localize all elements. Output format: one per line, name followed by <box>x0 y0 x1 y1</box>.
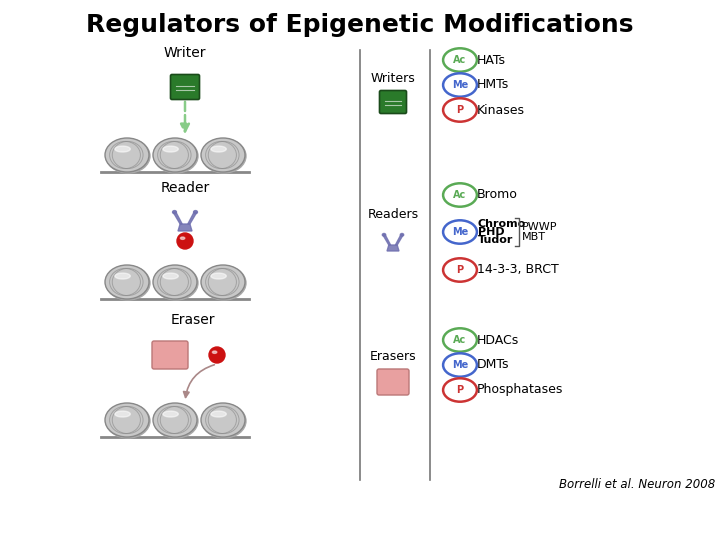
Text: Writers: Writers <box>371 71 415 84</box>
Text: Reader: Reader <box>161 181 210 195</box>
Ellipse shape <box>201 138 245 172</box>
Ellipse shape <box>163 273 179 279</box>
Text: Kinases: Kinases <box>477 104 525 117</box>
Text: Ac: Ac <box>454 190 467 200</box>
FancyBboxPatch shape <box>152 341 188 369</box>
Ellipse shape <box>154 266 198 300</box>
Ellipse shape <box>105 403 149 437</box>
Polygon shape <box>188 212 197 224</box>
Ellipse shape <box>115 273 130 279</box>
Ellipse shape <box>212 351 217 353</box>
Polygon shape <box>383 235 391 245</box>
Circle shape <box>177 233 193 249</box>
Text: Phosphatases: Phosphatases <box>477 383 563 396</box>
Text: PWWP: PWWP <box>522 222 557 232</box>
Text: Erasers: Erasers <box>369 350 416 363</box>
Ellipse shape <box>194 211 197 214</box>
Ellipse shape <box>181 237 185 239</box>
Ellipse shape <box>201 403 245 437</box>
Ellipse shape <box>153 403 197 437</box>
Text: HDACs: HDACs <box>477 334 519 347</box>
Circle shape <box>209 347 225 363</box>
Text: Ac: Ac <box>454 335 467 345</box>
Polygon shape <box>173 212 182 224</box>
FancyBboxPatch shape <box>377 369 409 395</box>
Ellipse shape <box>211 146 226 152</box>
Ellipse shape <box>105 138 149 172</box>
Text: P: P <box>456 385 464 395</box>
Ellipse shape <box>202 404 246 438</box>
Text: PHD: PHD <box>478 227 505 237</box>
Ellipse shape <box>163 146 179 152</box>
FancyBboxPatch shape <box>379 91 407 113</box>
Ellipse shape <box>106 404 150 438</box>
Text: P: P <box>456 265 464 275</box>
Polygon shape <box>178 224 192 231</box>
Text: Regulators of Epigenetic Modifications: Regulators of Epigenetic Modifications <box>86 13 634 37</box>
Ellipse shape <box>202 266 246 300</box>
Ellipse shape <box>201 265 245 299</box>
Ellipse shape <box>154 404 198 438</box>
Text: HATs: HATs <box>477 53 506 66</box>
Ellipse shape <box>173 211 176 214</box>
Text: P: P <box>456 105 464 115</box>
Ellipse shape <box>211 411 226 417</box>
Text: DMTs: DMTs <box>477 359 510 372</box>
Ellipse shape <box>400 233 404 236</box>
Ellipse shape <box>382 233 386 236</box>
Text: Eraser: Eraser <box>171 313 215 327</box>
Ellipse shape <box>154 139 198 173</box>
Text: Me: Me <box>452 360 468 370</box>
Text: HMTs: HMTs <box>477 78 509 91</box>
Text: Tudor: Tudor <box>478 235 513 245</box>
Text: Borrelli et al. Neuron 2008: Borrelli et al. Neuron 2008 <box>559 478 715 491</box>
Polygon shape <box>395 235 403 245</box>
Text: Me: Me <box>452 227 468 237</box>
Text: Chromo: Chromo <box>478 219 526 229</box>
Ellipse shape <box>105 265 149 299</box>
Polygon shape <box>387 245 399 251</box>
Text: Me: Me <box>452 80 468 90</box>
Ellipse shape <box>202 139 246 173</box>
Ellipse shape <box>211 273 226 279</box>
Text: Bromo: Bromo <box>477 188 518 201</box>
Ellipse shape <box>106 139 150 173</box>
FancyBboxPatch shape <box>171 75 199 99</box>
Ellipse shape <box>115 411 130 417</box>
Text: MBT: MBT <box>522 232 546 242</box>
Ellipse shape <box>153 138 197 172</box>
Ellipse shape <box>163 411 179 417</box>
Text: 14-3-3, BRCT: 14-3-3, BRCT <box>477 264 559 276</box>
Text: Writer: Writer <box>163 46 206 60</box>
Text: Readers: Readers <box>367 208 418 221</box>
Ellipse shape <box>106 266 150 300</box>
Ellipse shape <box>115 146 130 152</box>
Ellipse shape <box>153 265 197 299</box>
Text: Ac: Ac <box>454 55 467 65</box>
